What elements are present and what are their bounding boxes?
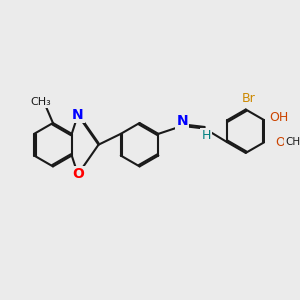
Text: N: N [176,114,188,128]
Text: OH: OH [269,111,289,124]
Text: N: N [72,108,84,122]
Text: Br: Br [242,92,255,105]
Text: O: O [275,136,285,148]
Text: O: O [72,167,84,182]
Text: CH₃: CH₃ [31,97,51,107]
Text: CH₃: CH₃ [285,137,300,147]
Text: H: H [201,130,211,142]
